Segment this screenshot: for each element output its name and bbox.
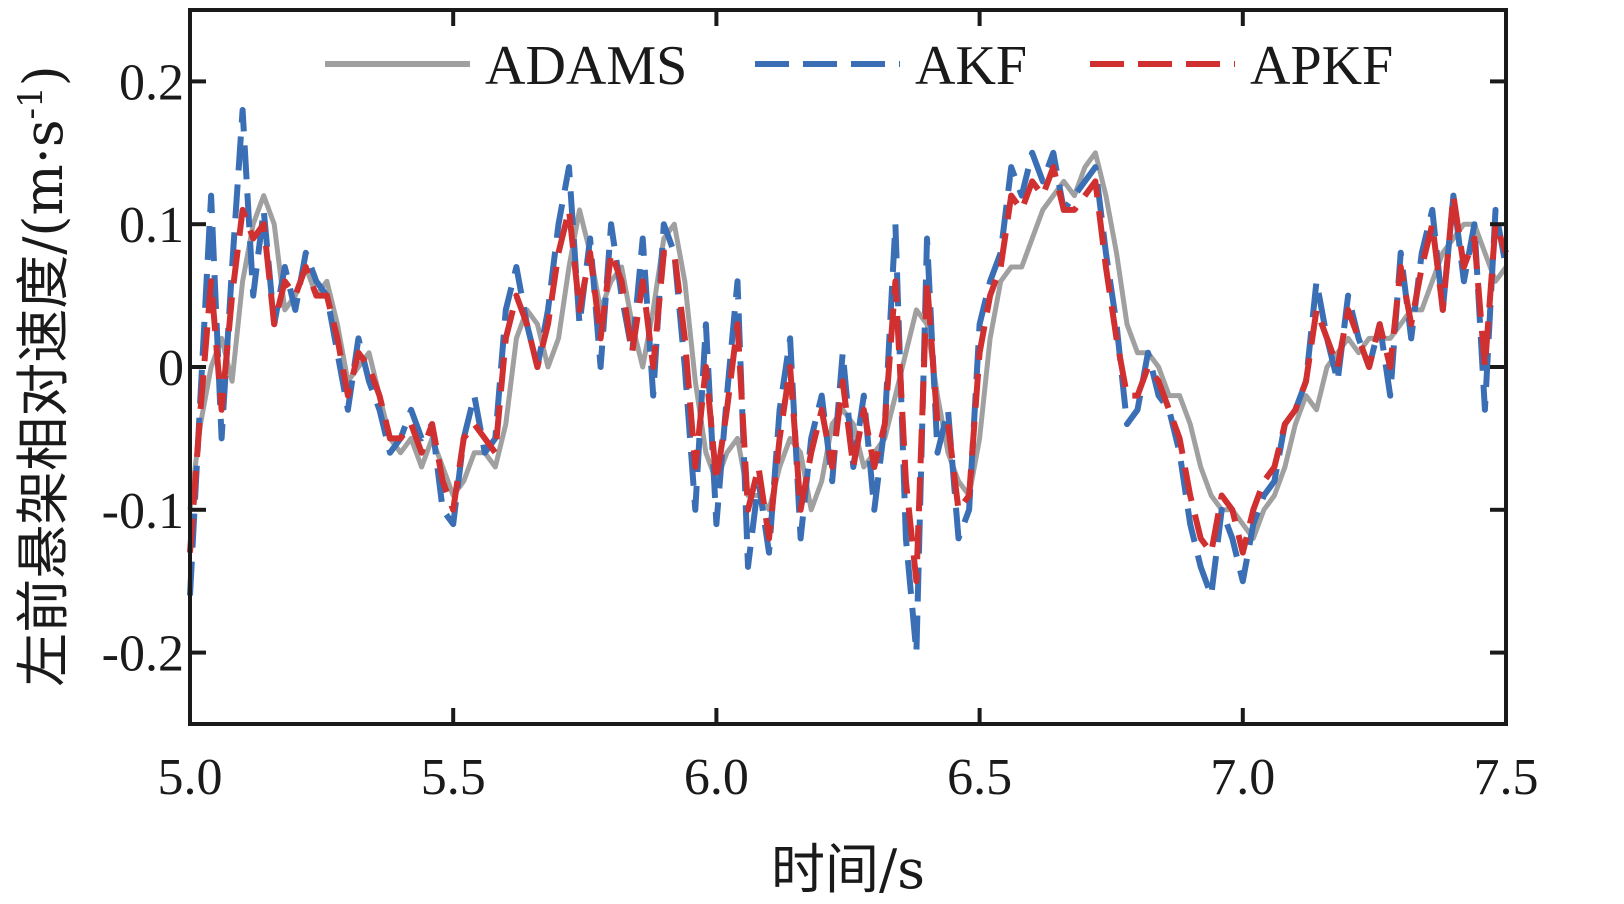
x-tick-label: 7.5	[1474, 749, 1539, 806]
y-tick-label: 0	[158, 340, 184, 397]
y-axis-title-superscript: -1	[11, 86, 51, 119]
legend-label-apkf: APKF	[1250, 35, 1393, 97]
series-layer	[187, 107, 1509, 656]
legend: ADAMS AKF APKF	[320, 24, 1440, 104]
y-tick-label: 0.2	[119, 54, 184, 111]
x-tick-label: 6.0	[684, 749, 749, 806]
legend-label-akf: AKF	[915, 35, 1027, 97]
x-tick-label: 7.0	[1210, 749, 1275, 806]
y-axis-title-main: 左前悬架相对速度/(m·s	[12, 119, 75, 686]
x-tick-label: 5.0	[158, 749, 223, 806]
y-tick-label: 0.1	[119, 197, 184, 254]
y-axis-title-close: )	[12, 65, 75, 86]
series-line-apkf	[187, 164, 1509, 585]
y-axis-title: 左前悬架相对速度/(m·s-1)	[11, 65, 75, 687]
y-tick-label: -0.1	[102, 483, 184, 540]
x-axis-title: 时间/s	[771, 838, 925, 901]
y-tick-label: -0.2	[102, 626, 184, 683]
legend-label-adams: ADAMS	[485, 35, 687, 97]
x-tick-label: 5.5	[421, 749, 486, 806]
x-tick-label: 6.5	[947, 749, 1012, 806]
axis-labels: 5.0 5.5 6.0 6.5 7.0 7.5 0.2 0.1 0 -0.1 -0.2	[102, 54, 1539, 806]
axis-ticks	[188, 10, 1508, 724]
